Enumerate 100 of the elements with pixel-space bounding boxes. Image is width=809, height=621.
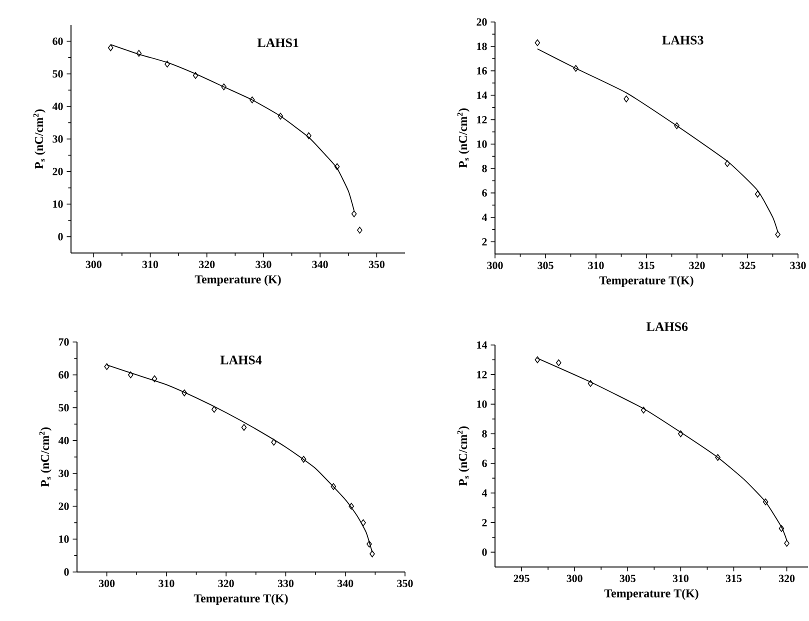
- y-axis-title: P$_{s}$ (nC/cm$^{2}$): [457, 426, 470, 486]
- point: [724, 160, 730, 168]
- x-tick-label: 330: [790, 262, 806, 270]
- x-tick-label: 330: [256, 260, 272, 268]
- y-tick-label: 60: [52, 38, 63, 45]
- y-tick-label: 2: [482, 238, 487, 246]
- y-tick-label: 18: [477, 42, 487, 50]
- x-tick-label: 350: [368, 260, 385, 268]
- point: [250, 96, 255, 104]
- point: [678, 430, 684, 438]
- x-axis-title: Temperature T(K): [599, 276, 694, 287]
- x-tick-label: 350: [397, 580, 413, 588]
- point: [182, 390, 187, 396]
- x-tick-label: 340: [312, 260, 328, 268]
- y-tick-label: 40: [52, 102, 63, 110]
- y-tick-label: 14: [477, 341, 488, 349]
- y-tick-label: 4: [482, 489, 488, 497]
- point: [192, 72, 198, 79]
- x-tick-label: 315: [726, 574, 742, 582]
- y-tick-label: 0: [64, 568, 69, 576]
- y-tick-label: 50: [58, 404, 69, 412]
- point: [534, 39, 540, 46]
- x-tick-label: 300: [99, 580, 115, 588]
- y-tick-label: 6: [482, 189, 487, 197]
- x-tick-label: 320: [778, 574, 795, 582]
- x-tick-label: 305: [538, 262, 554, 270]
- x-tick-label: 320: [689, 262, 705, 270]
- x-tick-label: 320: [218, 580, 234, 588]
- y-tick-label: 10: [477, 140, 487, 148]
- point: [221, 83, 227, 90]
- point: [306, 132, 312, 140]
- point: [624, 96, 629, 102]
- point: [715, 454, 720, 461]
- x-tick-label: 295: [514, 574, 530, 582]
- y-tick-label: 6: [482, 460, 487, 468]
- y-tick-label: 30: [58, 470, 69, 478]
- y-tick-label: 20: [52, 168, 63, 176]
- point: [271, 438, 276, 446]
- point: [366, 540, 372, 548]
- x-tick-label: 325: [740, 262, 756, 270]
- text: LAHS1: [257, 38, 298, 48]
- x-tick-label: 330: [278, 580, 294, 588]
- y-tick-label: 20: [476, 18, 487, 26]
- y-tick-label: 20: [58, 502, 69, 510]
- y-tick-label: 16: [477, 67, 487, 75]
- x-tick-label: 300: [566, 574, 582, 582]
- point: [762, 498, 768, 506]
- point: [640, 406, 646, 414]
- chart-title: LAHS6: [646, 322, 688, 332]
- point: [241, 424, 247, 431]
- y-tick-label: 8: [482, 430, 487, 438]
- y-tick-label: 10: [59, 535, 69, 543]
- point: [360, 519, 366, 526]
- point: [136, 50, 142, 57]
- y-tick-label: 12: [477, 116, 487, 124]
- point: [778, 525, 784, 532]
- point: [334, 163, 340, 170]
- y-tick-label: 10: [53, 200, 63, 208]
- point: [573, 64, 578, 72]
- x-tick-label: 315: [638, 262, 654, 270]
- x-axis-title: Temperature (K): [194, 274, 281, 286]
- y-tick-label: 30: [52, 135, 63, 143]
- text: LAHS4: [220, 356, 262, 364]
- y-tick-label: 2: [482, 518, 487, 526]
- point: [357, 226, 362, 234]
- x-tick-label: 310: [672, 574, 688, 582]
- y-tick-label: 8: [482, 164, 487, 172]
- y-tick-label: 12: [477, 370, 487, 378]
- y-tick-label: 70: [58, 338, 69, 346]
- y-tick-label: 14: [477, 92, 488, 99]
- x-tick-label: 300: [86, 260, 102, 268]
- point: [128, 371, 134, 378]
- y-axis-title: P$_{s}$ (nC/cm$^{2}$): [457, 108, 470, 168]
- point: [754, 190, 760, 198]
- point: [212, 406, 217, 413]
- text: LAHS3: [662, 36, 704, 44]
- x-tick-label: 300: [487, 262, 503, 270]
- y-tick-label: 0: [482, 548, 487, 556]
- point: [348, 502, 354, 510]
- y-axis-title: P$_{s}$ (nC/cm$^{2}$): [39, 427, 52, 487]
- y-tick-label: 40: [58, 436, 69, 444]
- x-axis-title: Temperature T(K): [194, 594, 288, 605]
- point: [300, 456, 306, 463]
- y-tick-label: 0: [58, 233, 63, 240]
- point: [164, 60, 170, 68]
- y-axis-title: P$_{s}$ (nC/cm$^{2}$): [33, 109, 46, 169]
- x-tick-label: 305: [620, 574, 636, 582]
- x-tick-label: 310: [142, 260, 158, 268]
- x-axis-title: Temperature T(K): [604, 588, 698, 600]
- point: [556, 359, 562, 366]
- x-tick-label: 340: [338, 580, 354, 588]
- y-tick-label: 60: [58, 371, 69, 379]
- point: [330, 483, 336, 490]
- point: [588, 380, 594, 387]
- x-tick-label: 320: [199, 260, 215, 268]
- y-tick-label: 4: [482, 214, 488, 221]
- y-tick-label: 50: [52, 70, 63, 78]
- x-tick-label: 310: [158, 580, 174, 588]
- point: [152, 375, 158, 382]
- point: [674, 122, 680, 130]
